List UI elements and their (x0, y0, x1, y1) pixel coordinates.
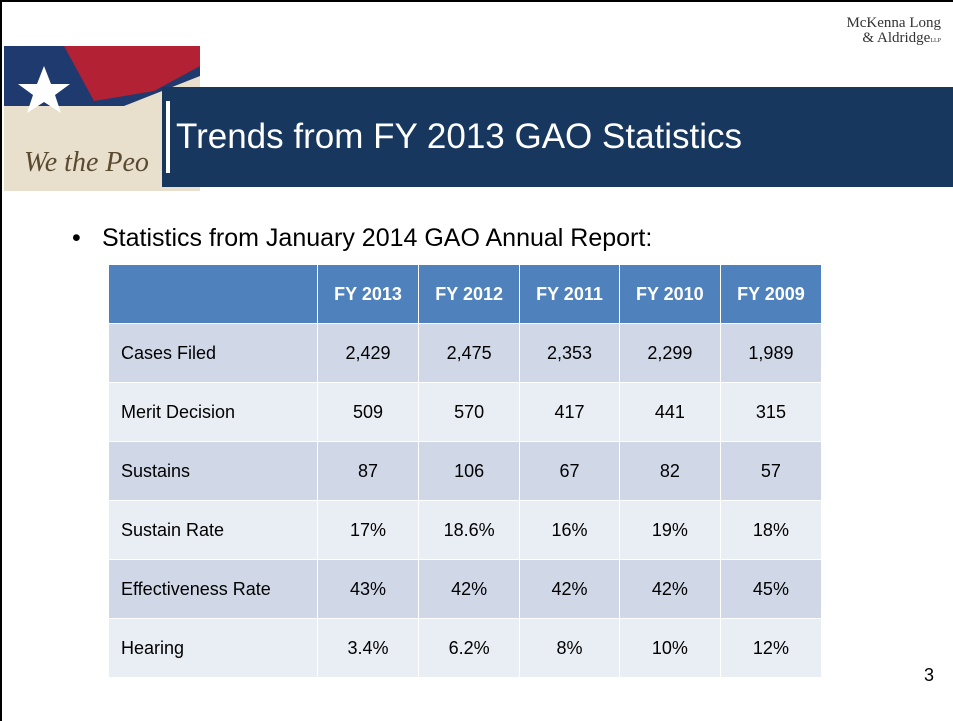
cell: 19% (618, 500, 721, 560)
banner-bar (166, 101, 170, 173)
row-label: Hearing (108, 618, 318, 678)
row-label: Cases Filed (108, 323, 318, 383)
logo-line: & Aldridge (862, 30, 931, 46)
table-row: Sustains 87 106 67 82 57 (108, 441, 823, 501)
cell: 2,299 (618, 323, 721, 383)
table-row: Sustain Rate 17% 18.6% 16% 19% 18% (108, 500, 823, 560)
table-row: Merit Decision 509 570 417 441 315 (108, 382, 823, 442)
column-header: FY 2013 (316, 264, 420, 324)
title-banner: Trends from FY 2013 GAO Statistics (162, 87, 953, 187)
cell: 57 (719, 441, 823, 501)
cell: 42% (519, 559, 620, 619)
cell: 10% (618, 618, 721, 678)
stats-table: FY 2013 FY 2012 FY 2011 FY 2010 FY 2009 Cases… (108, 264, 823, 678)
logo-line: McKenna Long (846, 15, 941, 31)
cell: 8% (519, 618, 620, 678)
cell: 6.2% (418, 618, 521, 678)
svg-text:We the Peo: We the Peo (24, 147, 149, 178)
row-label: Merit Decision (108, 382, 318, 442)
column-header (108, 264, 318, 324)
cell: 12% (719, 618, 823, 678)
column-header: FY 2011 (519, 264, 620, 324)
cell: 3.4% (316, 618, 420, 678)
cell: 43% (316, 559, 420, 619)
cell: 106 (418, 441, 521, 501)
logo-suffix: LLP (930, 38, 941, 44)
cell: 1,989 (719, 323, 823, 383)
cell: 2,429 (316, 323, 420, 383)
cell: 67 (519, 441, 620, 501)
cell: 509 (316, 382, 420, 442)
cell: 441 (618, 382, 721, 442)
logo: McKenna Long & AldridgeLLP (846, 16, 941, 49)
cell: 18% (719, 500, 823, 560)
cell: 42% (418, 559, 521, 619)
cell: 18.6% (418, 500, 521, 560)
cell: 417 (519, 382, 620, 442)
cell: 82 (618, 441, 721, 501)
cell: 315 (719, 382, 823, 442)
cell: 16% (519, 500, 620, 560)
cell: 17% (316, 500, 420, 560)
cell: 42% (618, 559, 721, 619)
row-label: Sustains (108, 441, 318, 501)
cell: 87 (316, 441, 420, 501)
cell: 2,475 (418, 323, 521, 383)
row-label: Sustain Rate (108, 500, 318, 560)
bullet: Statistics from January 2014 GAO Annual … (72, 224, 652, 253)
cell: 45% (719, 559, 823, 619)
column-header: FY 2009 (719, 264, 823, 324)
table-row: Effectiveness Rate 43% 42% 42% 42% 45% (108, 559, 823, 619)
column-header: FY 2010 (618, 264, 721, 324)
header-row: FY 2013 FY 2012 FY 2011 FY 2010 FY 2009 (108, 264, 823, 324)
table-row: Hearing 3.4% 6.2% 8% 10% 12% (108, 618, 823, 678)
slide-title: Trends from FY 2013 GAO Statistics (176, 117, 743, 156)
cell: 2,353 (519, 323, 620, 383)
cell: 570 (418, 382, 521, 442)
row-label: Effectiveness Rate (108, 559, 318, 619)
table-row: Cases Filed 2,429 2,475 2,353 2,299 1,989 (108, 323, 823, 383)
column-header: FY 2012 (418, 264, 521, 324)
page-number: 3 (924, 665, 935, 685)
